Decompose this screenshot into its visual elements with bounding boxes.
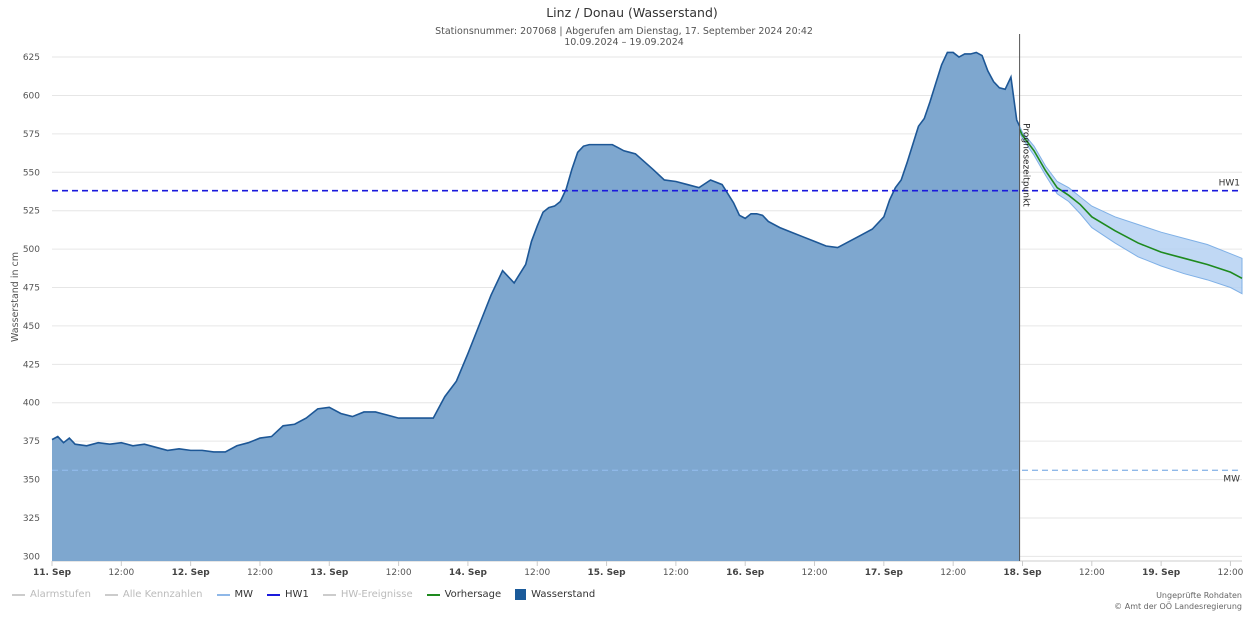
legend-item-alarmstufen[interactable]: Alarmstufen [12, 589, 91, 600]
reference-lines: HW1 MW [52, 179, 1242, 484]
legend-symbol [515, 589, 527, 600]
y-tick-label: 475 [23, 284, 40, 294]
x-tick-label: 16. Sep [726, 568, 765, 578]
credits-line2: © Amt der OÖ Landesregierung [1114, 602, 1242, 611]
x-tick-label: 19. Sep [1142, 568, 1181, 578]
legend-label: MW [234, 589, 254, 600]
y-tick-label: 625 [23, 53, 40, 63]
y-tick-label: 425 [23, 360, 40, 370]
legend-symbol [322, 593, 336, 596]
legend-label: Alarmstufen [30, 589, 91, 600]
chart-title: Linz / Donau (Wasserstand) [546, 5, 718, 20]
water-level-area [52, 52, 1020, 561]
x-tick-label: 12:00 [108, 568, 134, 578]
y-tick-label: 325 [23, 514, 40, 524]
legend-item-vorhersage[interactable]: Vorhersage [426, 589, 502, 600]
legend-symbol [267, 593, 281, 596]
x-tick-label: 12:00 [247, 568, 273, 578]
legend-item-hw-ereignisse[interactable]: HW-Ereignisse [322, 589, 413, 600]
y-tick-label: 525 [23, 207, 40, 217]
x-tick-label: 12:00 [802, 568, 828, 578]
ref-label-hw1: HW1 [1219, 179, 1240, 189]
forecast-band [1019, 125, 1243, 295]
y-tick-label: 450 [23, 322, 40, 332]
legend-label: Wasserstand [531, 589, 596, 600]
legend-item-wasserstand[interactable]: Wasserstand [515, 589, 595, 600]
y-tick-label: 350 [23, 476, 40, 486]
y-tick-label: 550 [23, 168, 40, 178]
legend-label: HW-Ereignisse [340, 589, 413, 600]
legend-symbol [104, 593, 118, 596]
chart-subtitle-line2: 10.09.2024 – 19.09.2024 [564, 37, 684, 48]
legend-label: Vorhersage [444, 589, 502, 600]
y-tick-label: 400 [23, 399, 40, 409]
y-tick-label: 500 [23, 245, 40, 255]
x-tick-label: 12:00 [940, 568, 966, 578]
legend-item-hw1[interactable]: HW1 [267, 589, 309, 600]
y-tick-label: 600 [23, 91, 40, 101]
x-tick-label: 14. Sep [449, 568, 488, 578]
y-axis-label: Wasserstand in cm [10, 252, 21, 342]
y-tick-label: 375 [23, 437, 40, 447]
x-tick-label: 18. Sep [1003, 568, 1042, 578]
x-tick-label: 12:00 [1217, 568, 1243, 578]
forecast-point-layer: Prognosezeitpunkt [1019, 34, 1031, 561]
y-tick-label: 300 [23, 552, 40, 562]
legend: Alarmstufen Alle Kennzahlen MW HW1 HW-Ereign… [12, 589, 609, 600]
forecast-line [1018, 128, 1243, 280]
x-tick-label: 12:00 [386, 568, 412, 578]
forecast-point-label: Prognosezeitpunkt [1021, 123, 1031, 207]
x-tick-label: 11. Sep [33, 568, 72, 578]
x-tick-label: 12:00 [524, 568, 550, 578]
ref-label-mw: MW [1223, 474, 1240, 484]
legend-item-alle-kennzahlen[interactable]: Alle Kennzahlen [104, 589, 203, 600]
x-tick-label: 12:00 [663, 568, 689, 578]
legend-symbol [426, 593, 440, 596]
x-tick-label: 12:00 [1079, 568, 1105, 578]
series-layer [51, 51, 1243, 561]
y-tick-label: 575 [23, 130, 40, 140]
legend-symbol [216, 593, 230, 596]
credits-line1: Ungeprüfte Rohdaten [1156, 591, 1242, 600]
y-axis-ticks: 300 325 350 375 400 425 450 475 500 525 550 575 600 6… [23, 53, 40, 562]
x-tick-label: 12. Sep [172, 568, 211, 578]
water-level-line [51, 51, 1021, 453]
legend-label: Alle Kennzahlen [122, 589, 203, 600]
credits: Ungeprüfte Rohdaten © Amt der OÖ Landesr… [1114, 590, 1242, 612]
chart-subtitle-line1: Stationsnummer: 207068 | Abgerufen am Di… [435, 26, 813, 37]
x-tick-label: 15. Sep [588, 568, 627, 578]
x-tick-label: 13. Sep [310, 568, 349, 578]
legend-item-mw[interactable]: MW [216, 589, 254, 600]
legend-symbol [12, 593, 25, 596]
x-axis-ticks: 11. Sep 12:00 12. Sep 12:00 13. Sep 12:00 14. … [33, 561, 1244, 578]
legend-label: HW1 [285, 589, 309, 600]
x-tick-label: 17. Sep [865, 568, 904, 578]
